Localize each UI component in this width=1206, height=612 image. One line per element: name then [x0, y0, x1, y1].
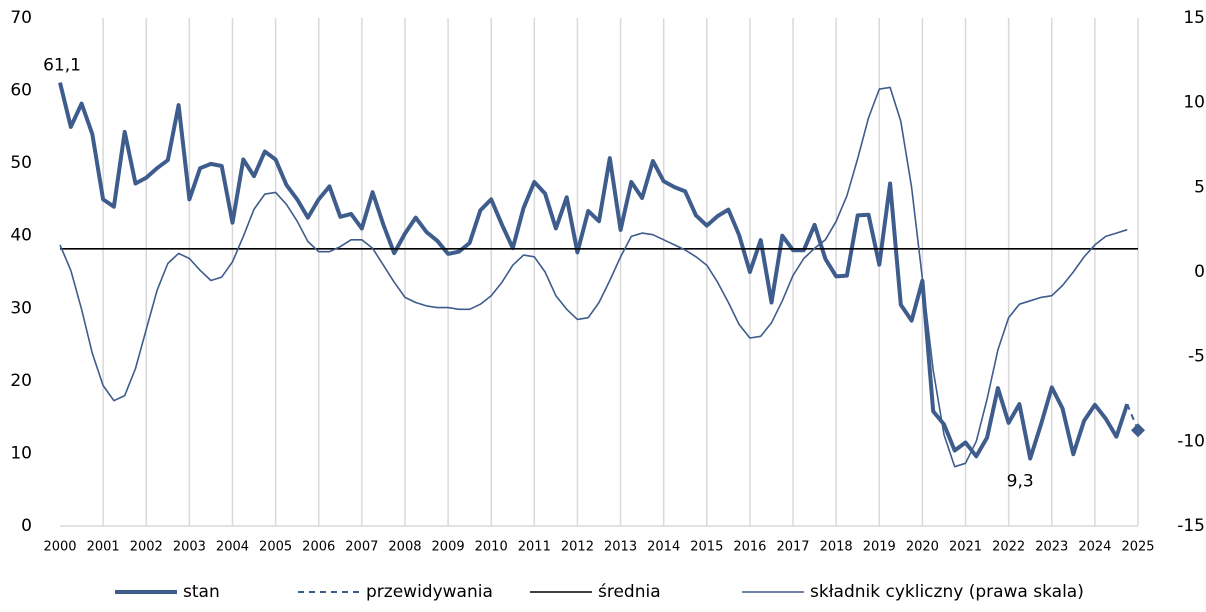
x-tick-label: 2023: [1035, 540, 1068, 555]
y-tick-label: 30: [10, 298, 32, 318]
y-tick-label: 60: [10, 81, 32, 101]
x-tick-label: 2004: [216, 540, 249, 555]
x-tick-label: 2019: [863, 540, 896, 555]
x-tick-label: 2003: [173, 540, 206, 555]
annotation: 61,1: [43, 56, 81, 76]
x-tick-label: 2024: [1078, 540, 1111, 555]
legend-label: średnia: [598, 582, 661, 602]
y2-tick-label: -5: [1188, 347, 1205, 367]
y-tick-label: 50: [10, 153, 32, 173]
x-tick-label: 2011: [518, 540, 551, 555]
legend-label: składnik cykliczny (prawa skala): [810, 582, 1084, 602]
x-tick-label: 2015: [690, 540, 723, 555]
x-tick-label: 2009: [432, 540, 465, 555]
y2-tick-label: 5: [1194, 177, 1205, 197]
y2-tick-label: 0: [1194, 262, 1205, 282]
x-tick-label: 2007: [345, 540, 378, 555]
x-tick-label: 2002: [130, 540, 163, 555]
y2-tick-label: 10: [1183, 93, 1205, 113]
x-tick-label: 2006: [302, 540, 335, 555]
series-line: [58, 82, 1130, 461]
x-tick-label: 2012: [561, 540, 594, 555]
x-tick-label: 2020: [906, 540, 939, 555]
x-tick-label: 2013: [604, 540, 637, 555]
legend-label: przewidywania: [366, 582, 493, 602]
y2-tick-label: -10: [1177, 431, 1205, 451]
x-tick-label: 2005: [259, 540, 292, 555]
x-tick-label: 2021: [949, 540, 982, 555]
annotation: 9,3: [1007, 472, 1034, 492]
x-tick-label: 2014: [647, 540, 680, 555]
x-tick-label: 2017: [776, 540, 809, 555]
forecast-marker: [1131, 423, 1145, 438]
x-tick-label: 2001: [87, 540, 120, 555]
y-tick-label: 70: [10, 8, 32, 28]
x-tick-label: 2016: [733, 540, 766, 555]
y2-tick-label: -15: [1177, 516, 1205, 536]
legend-label: stan: [183, 582, 220, 602]
x-tick-label: 2018: [820, 540, 853, 555]
y-tick-label: 0: [21, 516, 32, 536]
x-tick-label: 2025: [1121, 540, 1154, 555]
y-tick-label: 10: [10, 443, 32, 463]
series-line: [59, 86, 1128, 468]
x-tick-label: 2000: [43, 540, 76, 555]
y-tick-label: 40: [10, 226, 32, 246]
y2-tick-label: 15: [1183, 8, 1205, 28]
x-tick-label: 2010: [475, 540, 508, 555]
x-tick-label: 2008: [388, 540, 421, 555]
y-tick-label: 20: [10, 371, 32, 391]
x-tick-label: 2022: [992, 540, 1025, 555]
